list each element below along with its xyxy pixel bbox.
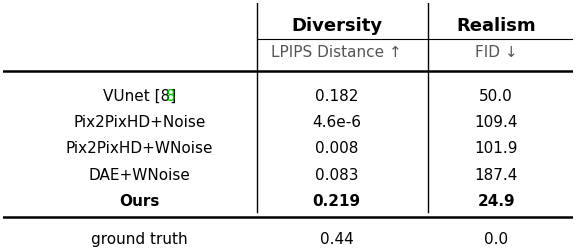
- Text: 4.6e-6: 4.6e-6: [312, 115, 361, 130]
- Text: Pix2PixHD+Noise: Pix2PixHD+Noise: [74, 115, 206, 130]
- Text: 0.008: 0.008: [315, 141, 358, 156]
- Text: 50.0: 50.0: [479, 89, 513, 104]
- Text: 0.219: 0.219: [312, 194, 361, 209]
- Text: Pix2PixHD+WNoise: Pix2PixHD+WNoise: [66, 141, 214, 156]
- Text: LPIPS Distance ↑: LPIPS Distance ↑: [271, 45, 402, 60]
- Text: VUnet [8]: VUnet [8]: [103, 89, 176, 104]
- Text: 109.4: 109.4: [475, 115, 518, 130]
- Text: 0.0: 0.0: [484, 232, 508, 247]
- Text: 8: 8: [166, 89, 176, 104]
- Text: ground truth: ground truth: [92, 232, 188, 247]
- Text: Ours: Ours: [119, 194, 160, 209]
- Text: 0.44: 0.44: [320, 232, 353, 247]
- Text: Diversity: Diversity: [291, 17, 382, 35]
- Text: DAE+WNoise: DAE+WNoise: [89, 167, 191, 183]
- Text: 0.182: 0.182: [315, 89, 358, 104]
- Text: FID ↓: FID ↓: [475, 45, 517, 60]
- Text: 0.083: 0.083: [314, 167, 358, 183]
- Text: 187.4: 187.4: [475, 167, 518, 183]
- Text: 101.9: 101.9: [475, 141, 518, 156]
- Text: Realism: Realism: [456, 17, 536, 35]
- Text: 24.9: 24.9: [478, 194, 515, 209]
